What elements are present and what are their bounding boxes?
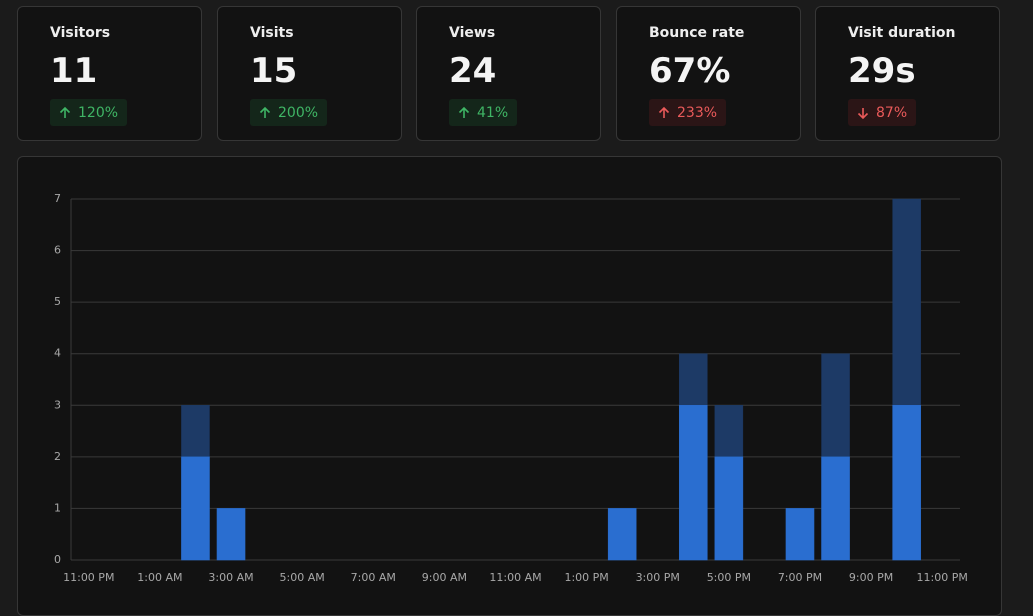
y-tick-label: 3	[54, 398, 61, 411]
y-tick-label: 2	[54, 450, 61, 463]
bar	[607, 508, 637, 561]
arrow-up	[458, 106, 470, 118]
metric-value: 29s	[848, 51, 916, 91]
arrow-up	[59, 106, 71, 118]
x-tick-label: 5:00 PM	[707, 571, 751, 584]
arrow-up	[658, 106, 670, 118]
y-tick-label: 6	[54, 244, 61, 257]
metric-card: Bounce rate 67% 233%	[616, 6, 801, 141]
arrow-up	[259, 106, 271, 118]
metric-change: 120%	[50, 99, 128, 126]
metric-change: 87%	[848, 99, 917, 126]
change-text: 87%	[876, 104, 908, 121]
change-text: 200%	[278, 104, 319, 121]
bar	[785, 508, 815, 561]
bar	[216, 508, 246, 561]
x-tick-label: 5:00 AM	[280, 571, 325, 584]
bar	[821, 456, 850, 561]
metric-value: 15	[250, 51, 298, 91]
metric-change: 200%	[250, 99, 328, 126]
x-tick-label: 11:00 PM	[63, 571, 114, 584]
metric-label: Visitors	[50, 25, 111, 41]
x-tick-label: 3:00 AM	[208, 571, 253, 584]
x-tick-label: 9:00 PM	[849, 571, 893, 584]
metric-card: Views 24 41%	[416, 6, 601, 141]
metric-value: 67%	[649, 51, 731, 91]
x-tick-label: 1:00 AM	[137, 571, 182, 584]
metric-value: 11	[50, 51, 98, 91]
bar	[714, 456, 744, 561]
x-tick-label: 9:00 AM	[422, 571, 467, 584]
metric-label: Visit duration	[848, 25, 956, 41]
metric-label: Visits	[250, 25, 294, 41]
x-tick-label: 11:00 PM	[917, 571, 968, 584]
metric-card: Visit duration 29s 87%	[815, 6, 1000, 141]
y-tick-label: 5	[54, 295, 61, 308]
y-tick-label: 1	[54, 501, 61, 514]
metric-card: Visits 15 200%	[217, 6, 402, 141]
metric-change: 233%	[649, 99, 727, 126]
change-text: 233%	[677, 104, 718, 121]
y-tick-label: 4	[54, 347, 61, 360]
x-tick-label: 1:00 PM	[564, 571, 608, 584]
change-text: 41%	[477, 104, 509, 121]
bar	[679, 405, 708, 561]
bar	[892, 405, 921, 561]
y-tick-label: 7	[54, 192, 61, 205]
page: {"metrics": [ {"label": "Visitors", "val…	[17, 6, 1002, 616]
x-tick-label: 11:00 AM	[489, 571, 541, 584]
x-tick-label: 7:00 AM	[351, 571, 396, 584]
change-text: 120%	[78, 104, 119, 121]
x-tick-label: 7:00 PM	[778, 571, 822, 584]
y-tick-label: 0	[54, 553, 61, 566]
metric-value: 24	[449, 51, 497, 91]
metric-label: Views	[449, 25, 496, 41]
bar	[181, 456, 210, 561]
arrow-down	[857, 107, 869, 119]
chart: 0 1 2 3 4 5 6 7 11:00 PM 1:00 AM 3:00 AM 5:00 AM 7:0…	[54, 192, 968, 584]
metric-card: Visitors 11 120%	[17, 6, 202, 141]
metric-label: Bounce rate	[649, 25, 745, 41]
metric-change: 41%	[449, 99, 518, 126]
x-tick-label: 3:00 PM	[636, 571, 680, 584]
